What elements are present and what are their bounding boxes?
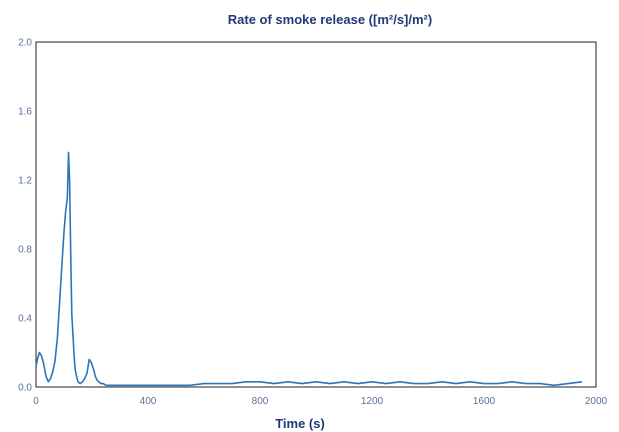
x-axis-label: Time (s)	[275, 416, 325, 431]
x-tick-label: 1600	[473, 396, 496, 407]
chart-title: Rate of smoke release ([m²/s]/m²)	[228, 12, 432, 27]
x-tick-label: 2000	[585, 396, 608, 407]
series-layer	[35, 151, 583, 387]
y-tick-label: 1.2	[18, 176, 32, 187]
x-tick-label: 400	[140, 396, 157, 407]
y-tick-label: 0.4	[18, 314, 32, 325]
x-tick-label: 800	[252, 396, 269, 407]
y-tick-label: 2.0	[18, 38, 32, 49]
x-axis-ticks: 0 400 800 1200 1600 2000	[33, 396, 607, 407]
y-tick-label: 0.0	[18, 383, 32, 394]
x-tick-label: 0	[33, 396, 39, 407]
x-tick-label: 1200	[361, 396, 384, 407]
y-tick-label: 0.8	[18, 245, 32, 256]
y-axis-ticks: 0.0 0.4 0.8 1.2 1.6 2.0	[18, 38, 32, 394]
series-line	[35, 151, 583, 387]
plot-frame	[35, 41, 597, 388]
y-tick-label: 1.6	[18, 107, 32, 118]
